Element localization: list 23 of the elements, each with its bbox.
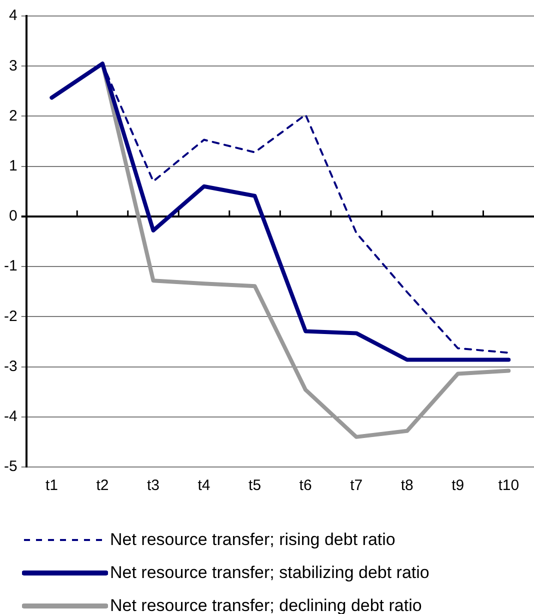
x-tick-label: t8: [400, 477, 414, 494]
x-tick-label: t9: [452, 477, 464, 494]
x-tick-label: t4: [198, 477, 210, 494]
y-tick-label: -5: [4, 458, 18, 476]
legend-label: Net resource transfer; rising debt ratio: [110, 530, 396, 550]
y-tick-label: 0: [8, 208, 18, 225]
y-tick-label: -3: [4, 358, 18, 375]
x-tick-label: t1: [45, 477, 58, 494]
y-tick-label: -4: [4, 408, 18, 426]
y-tick-label: 1: [8, 157, 18, 174]
x-tick-label: t3: [146, 477, 160, 494]
y-tick-label: -2: [4, 308, 18, 325]
x-tick-label: t6: [299, 477, 312, 494]
x-tick-label: t2: [96, 477, 109, 494]
y-tick-label: 3: [8, 57, 18, 74]
y-tick-label: -1: [4, 258, 18, 275]
y-tick-label: 4: [8, 7, 18, 24]
legend-label: Net resource transfer; stabilizing debt ratio: [110, 562, 430, 582]
x-tick-label: t5: [248, 477, 262, 494]
y-tick-label: 2: [8, 107, 18, 124]
legend-label: Net resource transfer; declining debt ratio: [110, 596, 422, 614]
x-tick-label: t10: [498, 477, 520, 494]
x-tick-label: t7: [350, 477, 363, 494]
